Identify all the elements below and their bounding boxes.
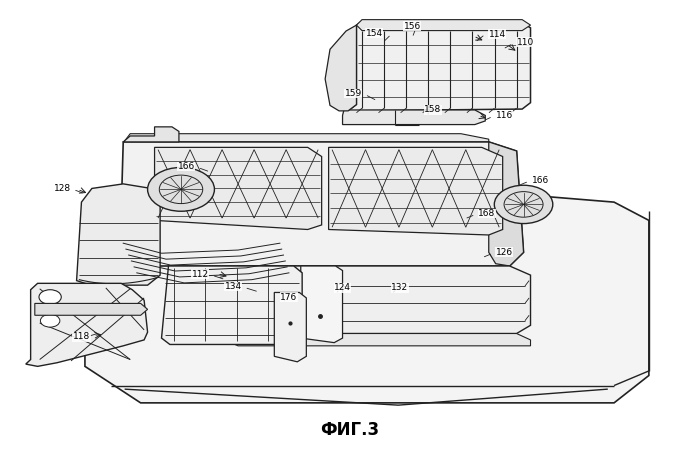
Polygon shape (77, 184, 160, 285)
Polygon shape (325, 25, 356, 111)
Text: 114: 114 (489, 30, 506, 39)
Text: 156: 156 (403, 22, 421, 31)
Polygon shape (489, 142, 524, 266)
Polygon shape (231, 266, 531, 334)
Circle shape (41, 314, 60, 327)
Text: 118: 118 (73, 332, 90, 341)
Text: 166: 166 (532, 176, 549, 185)
Polygon shape (85, 193, 649, 403)
Text: 158: 158 (424, 106, 442, 114)
Text: 126: 126 (496, 248, 513, 257)
Text: ФИГ.3: ФИГ.3 (320, 421, 379, 439)
Polygon shape (348, 22, 531, 111)
Text: 159: 159 (345, 89, 362, 98)
Text: 166: 166 (178, 162, 195, 171)
Text: 112: 112 (192, 270, 209, 279)
Polygon shape (343, 110, 485, 124)
Polygon shape (356, 20, 531, 31)
Polygon shape (26, 283, 147, 366)
Text: 128: 128 (54, 184, 71, 193)
Polygon shape (301, 266, 343, 342)
Polygon shape (224, 334, 531, 346)
Text: 134: 134 (224, 282, 242, 291)
Text: 132: 132 (391, 283, 408, 292)
Circle shape (39, 290, 62, 304)
Polygon shape (329, 147, 503, 235)
Text: 154: 154 (366, 29, 383, 38)
Polygon shape (161, 266, 302, 344)
Polygon shape (154, 147, 322, 230)
Circle shape (147, 168, 215, 211)
Polygon shape (123, 134, 489, 147)
Polygon shape (123, 127, 179, 142)
Polygon shape (35, 303, 147, 315)
Polygon shape (274, 292, 306, 362)
Polygon shape (120, 142, 524, 266)
Circle shape (494, 185, 553, 224)
Text: 124: 124 (334, 283, 351, 292)
Text: 176: 176 (280, 292, 298, 302)
Text: 110: 110 (517, 38, 534, 47)
Text: 168: 168 (478, 209, 496, 218)
Text: 116: 116 (496, 111, 513, 120)
